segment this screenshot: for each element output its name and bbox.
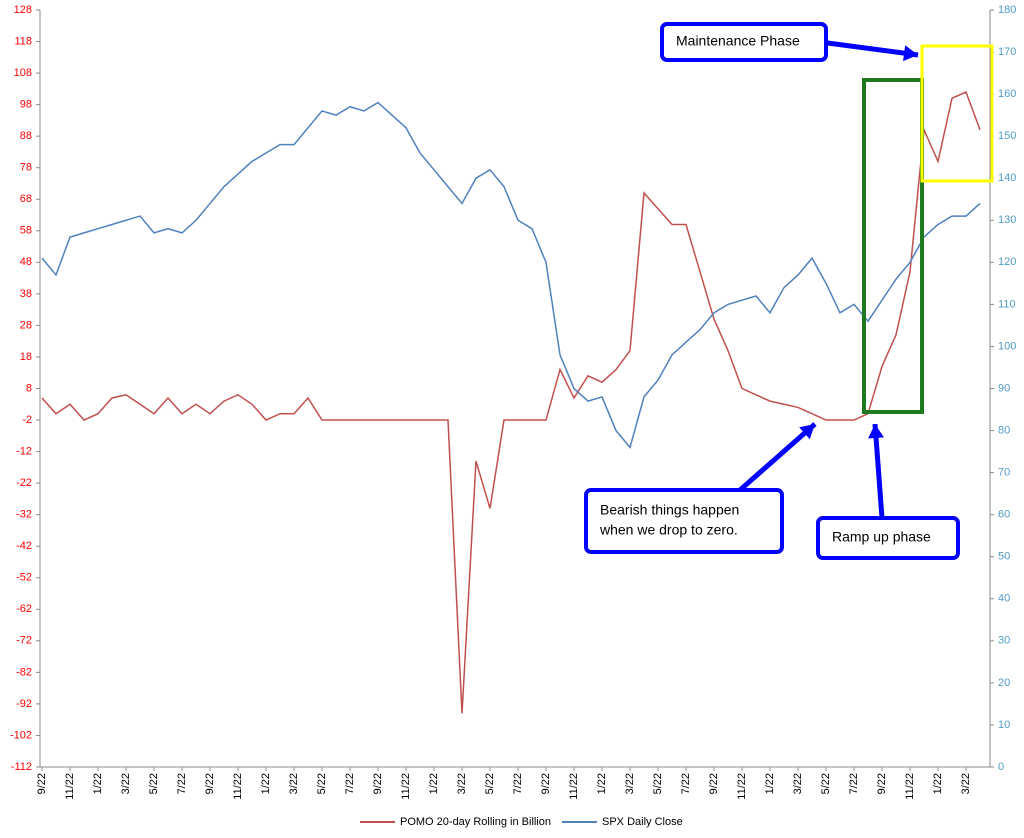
x-tick-label: 7/22 — [512, 773, 524, 794]
y2-tick-label: 160 — [998, 88, 1016, 100]
x-tick-label: 5/22 — [148, 773, 160, 794]
x-tick-label: 1/22 — [932, 773, 944, 794]
x-tick-label: 1/22 — [764, 773, 776, 794]
y-tick-label: -102 — [10, 729, 32, 741]
y-tick-label: -32 — [16, 509, 32, 521]
x-tick-label: 11/22 — [736, 773, 748, 800]
y-tick-label: 98 — [20, 99, 32, 111]
legend-label: SPX Daily Close — [602, 816, 683, 828]
callout-text: Maintenance Phase — [676, 33, 800, 49]
x-tick-label: 3/22 — [792, 773, 804, 794]
arrow-shaft — [738, 422, 817, 492]
x-tick-label: 9/22 — [540, 773, 552, 794]
x-tick-label: 5/22 — [316, 773, 328, 794]
x-tick-label: 11/22 — [568, 773, 580, 800]
y-tick-label: 28 — [20, 319, 32, 331]
x-tick-label: 3/22 — [120, 773, 132, 794]
y2-tick-label: 30 — [998, 635, 1010, 647]
x-tick-label: 3/22 — [624, 773, 636, 794]
x-tick-label: 9/22 — [372, 773, 384, 794]
y2-tick-label: 130 — [998, 214, 1016, 226]
y-tick-label: -72 — [16, 635, 32, 647]
y2-tick-label: 10 — [998, 719, 1010, 731]
callout-text: Bearish things happen — [600, 502, 739, 518]
y-tick-label: 88 — [20, 130, 32, 142]
y2-tick-label: 100 — [998, 340, 1016, 352]
x-tick-label: 9/22 — [876, 773, 888, 794]
y2-tick-label: 180 — [998, 4, 1016, 16]
y-tick-label: -82 — [16, 666, 32, 678]
x-tick-label: 5/22 — [820, 773, 832, 794]
x-tick-label: 1/22 — [428, 773, 440, 794]
x-tick-label: 1/22 — [260, 773, 272, 794]
arrow-shaft — [872, 423, 885, 519]
arrow-shaft — [819, 39, 919, 58]
y2-tick-label: 50 — [998, 551, 1010, 563]
x-tick-label: 7/22 — [848, 773, 860, 794]
y2-tick-label: 170 — [998, 46, 1016, 58]
callout-box — [584, 488, 784, 554]
y2-tick-label: 70 — [998, 467, 1010, 479]
y-tick-label: 58 — [20, 225, 32, 237]
x-tick-label: 7/22 — [344, 773, 356, 794]
x-tick-label: 9/22 — [708, 773, 720, 794]
y2-tick-label: 0 — [998, 761, 1004, 773]
y-tick-label: -92 — [16, 698, 32, 710]
y2-tick-label: 40 — [998, 593, 1010, 605]
x-tick-label: 5/22 — [484, 773, 496, 794]
y-tick-label: 78 — [20, 162, 32, 174]
y2-tick-label: 150 — [998, 130, 1016, 142]
ramp-box — [862, 78, 924, 414]
y-tick-label: 108 — [14, 67, 32, 79]
y-tick-label: 38 — [20, 288, 32, 300]
maintenance-box — [920, 44, 994, 183]
series-line — [41, 90, 981, 714]
y2-tick-label: 110 — [998, 298, 1016, 310]
arrow-head — [799, 424, 815, 440]
y-tick-label: -12 — [16, 445, 32, 457]
x-tick-label: 7/22 — [176, 773, 188, 794]
y-tick-label: -62 — [16, 603, 32, 615]
x-tick-label: 11/22 — [400, 773, 412, 800]
y2-tick-label: 60 — [998, 509, 1010, 521]
x-tick-label: 3/22 — [288, 773, 300, 794]
y2-tick-label: 140 — [998, 172, 1016, 184]
x-tick-label: 11/22 — [64, 773, 76, 800]
x-tick-label: 1/22 — [596, 773, 608, 794]
y-tick-label: -22 — [16, 477, 32, 489]
x-tick-label: 3/22 — [960, 773, 972, 794]
x-tick-label: 5/22 — [652, 773, 664, 794]
y-tick-label: -2 — [22, 414, 32, 426]
y-tick-label: 68 — [20, 193, 32, 205]
series-line — [41, 101, 981, 449]
x-tick-label: 9/22 — [36, 773, 48, 794]
x-tick-label: 9/22 — [204, 773, 216, 794]
legend-label: POMO 20-day Rolling in Billion — [400, 816, 551, 828]
arrow-head — [903, 45, 918, 62]
y-tick-label: -52 — [16, 572, 32, 584]
x-tick-label: 7/22 — [680, 773, 692, 794]
x-tick-label: 11/22 — [904, 773, 916, 800]
y-tick-label: -42 — [16, 540, 32, 552]
callout-text: Ramp up phase — [832, 529, 931, 545]
y-tick-label: 8 — [26, 382, 32, 394]
y-tick-label: 128 — [14, 4, 32, 16]
callout-box — [816, 516, 960, 560]
y-tick-label: 48 — [20, 256, 32, 268]
x-tick-label: 3/22 — [456, 773, 468, 794]
callout-text: when we drop to zero. — [599, 522, 738, 538]
y-tick-label: -112 — [11, 761, 32, 773]
arrow-head — [868, 424, 885, 439]
callout-box — [660, 22, 828, 62]
y2-tick-label: 120 — [998, 256, 1016, 268]
x-tick-label: 11/22 — [232, 773, 244, 800]
y2-tick-label: 90 — [998, 382, 1010, 394]
y2-tick-label: 80 — [998, 424, 1010, 436]
y-tick-label: 118 — [14, 35, 32, 47]
y2-tick-label: 20 — [998, 677, 1010, 689]
x-tick-label: 1/22 — [92, 773, 104, 794]
y-tick-label: 18 — [20, 351, 32, 363]
